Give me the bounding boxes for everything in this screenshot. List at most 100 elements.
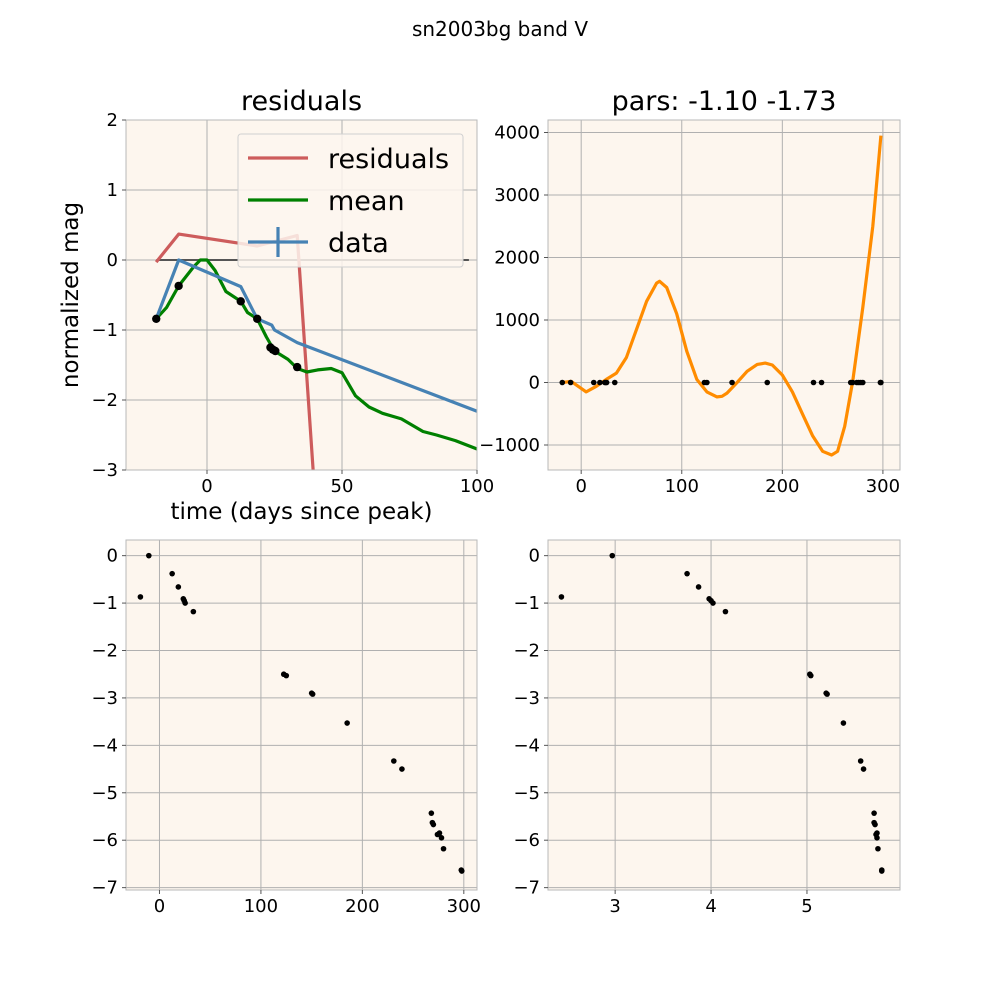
y-tick-label: −4 — [91, 735, 118, 756]
legend-box — [237, 133, 464, 268]
data-point — [271, 346, 280, 356]
y-tick-label: −2 — [91, 641, 118, 662]
axes-frame — [125, 539, 478, 891]
series-line-fit — [562, 135, 883, 457]
y-tick-label: 0 — [107, 546, 118, 567]
data-point — [458, 868, 465, 874]
data-point — [810, 379, 817, 386]
data-point — [236, 297, 245, 306]
x-tick-label: 100 — [244, 896, 278, 917]
data-point — [559, 379, 566, 386]
data-point — [597, 379, 603, 386]
data-point — [818, 379, 825, 386]
data-point — [603, 379, 610, 386]
data-point — [684, 570, 690, 577]
y-tick-label: 0 — [529, 546, 540, 567]
data-point — [174, 281, 183, 291]
axes-frame — [125, 119, 478, 471]
data-point — [859, 379, 866, 386]
data-point — [399, 766, 405, 772]
data-point — [860, 766, 867, 772]
y-tick-label: 2 — [107, 110, 118, 131]
y-tick-label: −5 — [91, 783, 118, 804]
data-point — [309, 691, 316, 697]
x-tick-label: 0 — [154, 896, 165, 917]
plot-area — [558, 552, 885, 874]
x-tick-label: 4 — [705, 896, 716, 917]
data-point — [704, 379, 710, 386]
y-tick-label: 3000 — [494, 185, 540, 206]
data-point — [872, 821, 878, 828]
data-point — [840, 720, 847, 726]
data-point — [428, 810, 435, 816]
x-tick-label: 300 — [866, 476, 900, 497]
legend-label-data: data — [328, 228, 389, 259]
y-tick-label: 0 — [107, 250, 118, 271]
data-point — [729, 379, 735, 386]
data-point — [391, 758, 397, 764]
data-point — [175, 584, 182, 590]
y-tick-label: −7 — [91, 878, 118, 899]
data-point — [292, 362, 302, 372]
x-tick-label: 50 — [331, 476, 354, 497]
y-tick-label: −3 — [91, 460, 118, 481]
chart-title: pars: -1.10 -1.73 — [612, 86, 837, 117]
x-tick-label: 200 — [345, 896, 379, 917]
legend-label-residuals: residuals — [328, 144, 449, 175]
y-tick-label: −2 — [513, 641, 540, 662]
chart-panel-lin: 0 100 200 300 0 −1 −2 −3 −4 −5 −6 −7 — [91, 539, 481, 917]
x-tick-label: 0 — [201, 476, 212, 497]
data-point — [808, 672, 814, 679]
data-point — [253, 314, 262, 323]
plot-area — [137, 552, 465, 874]
axes-frame — [547, 119, 901, 471]
data-point — [710, 600, 716, 606]
data-point — [430, 821, 437, 828]
data-point — [824, 691, 830, 697]
legend: residuals mean data — [237, 133, 464, 268]
chart-panel-residuals: 0 50 100 2 1 0 −1 −2 −3 residuals time (days since… — [58, 86, 494, 525]
axes-background — [548, 120, 900, 470]
y-axis-label: normalized mag — [58, 202, 84, 388]
data-point — [871, 810, 877, 816]
axes-background — [126, 540, 477, 890]
data-point — [344, 720, 350, 726]
y-tick-label: −6 — [513, 830, 540, 851]
chart-panel-log: 3 4 5 0 −1 −2 −3 −4 −5 −6 −7 — [513, 539, 901, 917]
data-point — [857, 758, 864, 764]
y-tick-label: −2 — [91, 390, 118, 411]
data-point — [190, 608, 197, 615]
y-tick-label: −1 — [91, 320, 118, 341]
x-tick-label: 5 — [801, 896, 812, 917]
x-tick-label: 100 — [665, 476, 699, 497]
data-point — [137, 594, 144, 600]
y-tick-label: −4 — [513, 735, 540, 756]
x-axis-label: time (days since peak) — [170, 499, 432, 525]
x-tick-label: 200 — [765, 476, 799, 497]
data-point — [878, 868, 885, 874]
data-point — [764, 379, 771, 386]
data-point — [182, 600, 188, 606]
x-tick-label: 3 — [609, 896, 620, 917]
data-point — [169, 570, 175, 577]
data-point — [558, 594, 565, 600]
axes-background — [548, 540, 900, 890]
data-point — [874, 830, 880, 836]
data-point — [590, 379, 597, 386]
y-tick-label: −1 — [513, 593, 540, 614]
y-tick-label: −7 — [513, 878, 540, 899]
data-point — [695, 584, 702, 590]
data-point — [436, 830, 443, 836]
data-point — [874, 835, 880, 841]
legend-label-mean: mean — [328, 186, 405, 217]
y-tick-label: −1000 — [479, 435, 540, 456]
data-point — [611, 379, 618, 386]
x-tick-label: 0 — [575, 476, 586, 497]
data-point — [152, 314, 161, 323]
data-point — [878, 379, 884, 386]
data-point — [609, 552, 616, 559]
chart-panel-pars: 0 100 200 300 4000 3000 2000 1000 0 −1000 pars: -1… — [479, 86, 901, 497]
data-point — [875, 845, 881, 852]
